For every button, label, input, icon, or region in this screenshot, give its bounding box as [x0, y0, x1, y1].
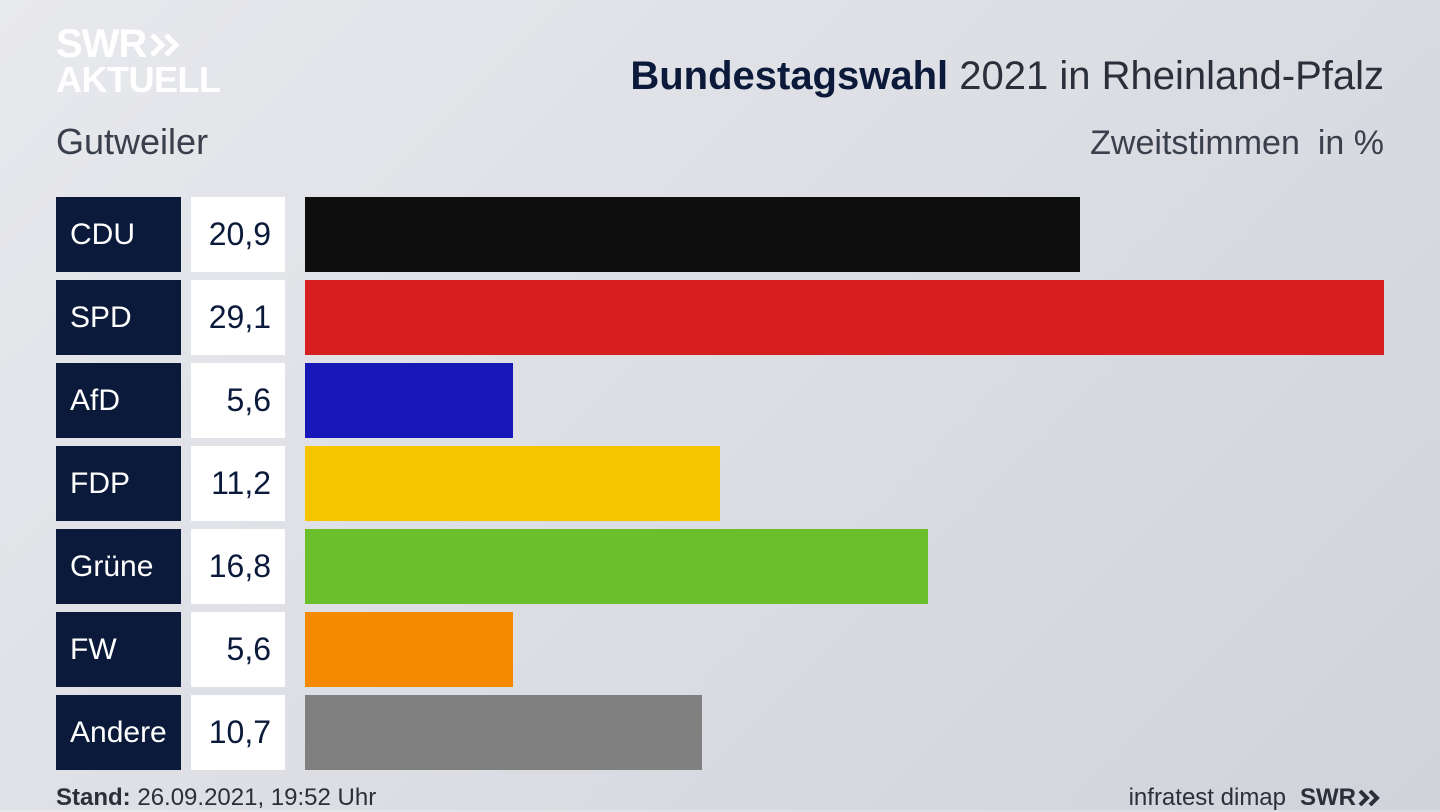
party-label: Andere [56, 695, 181, 770]
party-value: 5,6 [191, 363, 285, 438]
chart-row: Grüne16,8 [56, 529, 1384, 604]
bar-track [305, 197, 1384, 272]
party-label: FDP [56, 446, 181, 521]
bar [305, 612, 513, 687]
footer: Stand: 26.09.2021, 19:52 Uhr infratest d… [56, 770, 1384, 812]
metric-name: Zweitstimmen [1090, 124, 1300, 162]
party-label: FW [56, 612, 181, 687]
footer-chevrons-icon [1358, 790, 1384, 806]
footer-swr-text: SWR [1300, 784, 1356, 812]
party-value: 11,2 [191, 446, 285, 521]
bar [305, 363, 513, 438]
footer-broadcaster: SWR [1300, 784, 1384, 812]
party-value: 5,6 [191, 612, 285, 687]
chart-row: CDU20,9 [56, 197, 1384, 272]
party-value: 20,9 [191, 197, 285, 272]
bar [305, 695, 702, 770]
bar-track [305, 612, 1384, 687]
chart-row: Andere10,7 [56, 695, 1384, 770]
stand-label: Stand: [56, 784, 131, 811]
page-title: Bundestagswahl 2021 in Rheinland-Pfalz [630, 54, 1384, 101]
party-label: SPD [56, 280, 181, 355]
stand-value: 26.09.2021, 19:52 Uhr [137, 784, 376, 811]
results-bar-chart: CDU20,9SPD29,1AfD5,6FDP11,2Grüne16,8FW5,… [56, 197, 1384, 770]
bar [305, 280, 1384, 355]
logo-chevrons-icon [150, 33, 186, 57]
party-label: CDU [56, 197, 181, 272]
metric-unit: in % [1318, 124, 1384, 162]
bar [305, 529, 928, 604]
chart-row: FW5,6 [56, 612, 1384, 687]
bar-track [305, 695, 1384, 770]
attribution: infratest dimap [1129, 784, 1286, 812]
party-value: 10,7 [191, 695, 285, 770]
bar-track [305, 280, 1384, 355]
chart-row: FDP11,2 [56, 446, 1384, 521]
title-bold: Bundestagswahl [630, 54, 948, 98]
bar-track [305, 529, 1384, 604]
subheader: Gutweiler Zweitstimmen in % [56, 111, 1384, 173]
bar [305, 197, 1080, 272]
bar-track [305, 446, 1384, 521]
bar-track [305, 363, 1384, 438]
party-label: AfD [56, 363, 181, 438]
party-value: 29,1 [191, 280, 285, 355]
title-rest: 2021 in Rheinland-Pfalz [948, 54, 1384, 98]
broadcaster-logo: SWR AKTUELL [56, 22, 220, 101]
header: SWR AKTUELL Bundestagswahl 2021 in Rhein… [56, 22, 1384, 107]
timestamp: Stand: 26.09.2021, 19:52 Uhr [56, 784, 376, 812]
metric-label: Zweitstimmen in % [1090, 124, 1384, 163]
location-label: Gutweiler [56, 121, 208, 163]
chart-row: SPD29,1 [56, 280, 1384, 355]
logo-text-line2: AKTUELL [56, 59, 220, 101]
party-value: 16,8 [191, 529, 285, 604]
chart-row: AfD5,6 [56, 363, 1384, 438]
bar [305, 446, 720, 521]
party-label: Grüne [56, 529, 181, 604]
